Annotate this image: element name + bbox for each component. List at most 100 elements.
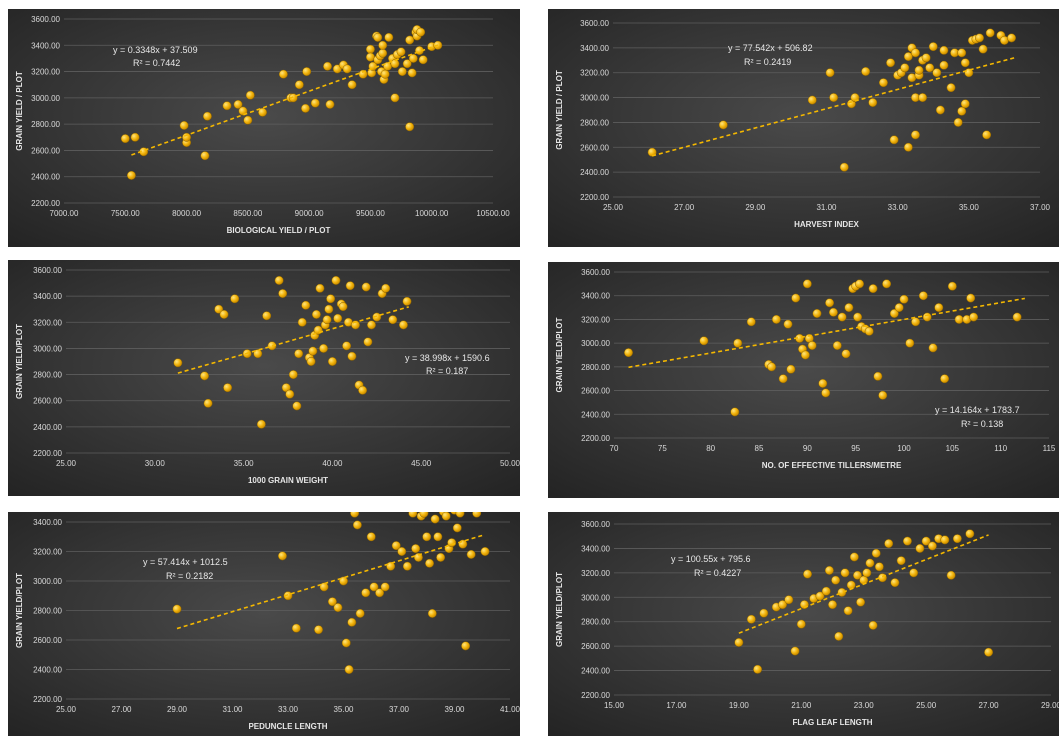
data-point	[864, 326, 874, 336]
data-point	[902, 536, 912, 546]
data-point	[873, 371, 883, 381]
data-point	[461, 641, 471, 651]
data-point	[365, 44, 375, 54]
data-point	[398, 320, 408, 330]
data-point	[452, 523, 462, 533]
scatter-chart: 2200.00 2400.00 2600.00 2800.00 3000.00 3200.…	[548, 512, 1059, 736]
data-point	[812, 309, 822, 318]
data-point	[821, 388, 831, 398]
data-point	[297, 317, 307, 327]
data-point	[350, 512, 360, 518]
trendline	[131, 44, 439, 156]
y-tick-label: 3000.00	[581, 339, 610, 348]
x-tick-label: 29.00	[745, 203, 766, 212]
scatter-chart: 2200.00 2400.00 2600.00 2800.00 3000.00 3200.…	[548, 9, 1059, 247]
data-point	[447, 538, 457, 548]
data-point	[367, 320, 376, 330]
x-tick-label: 35.00	[333, 705, 354, 714]
data-point	[928, 42, 938, 52]
data-point	[915, 543, 925, 553]
data-point	[361, 588, 371, 598]
data-point	[624, 348, 633, 358]
data-point	[342, 341, 352, 351]
y-tick-label: 2400.00	[581, 410, 610, 419]
data-point	[940, 535, 950, 545]
x-tick-label: 40.00	[322, 459, 343, 468]
data-point	[472, 512, 482, 518]
data-point	[200, 151, 210, 161]
data-point	[378, 40, 388, 50]
data-point	[844, 303, 854, 313]
data-point	[278, 289, 288, 298]
y-tick-label: 3200.00	[33, 318, 62, 327]
chart-background	[8, 512, 520, 736]
data-point	[397, 67, 407, 77]
data-point	[173, 358, 183, 368]
data-point	[829, 93, 839, 103]
data-point	[957, 48, 967, 58]
y-tick-label: 2400.00	[33, 666, 62, 675]
data-point	[411, 544, 421, 553]
x-axis-label: HARVEST INDEX	[794, 220, 859, 229]
data-point	[397, 547, 407, 556]
data-point	[865, 558, 875, 568]
y-tick-label: 2800.00	[33, 371, 62, 380]
data-point	[326, 294, 336, 304]
data-point	[900, 63, 910, 73]
x-axis-label: 1000 GRAIN WEIGHT	[248, 476, 328, 485]
data-point	[868, 620, 878, 630]
x-tick-label: 7500.00	[111, 209, 140, 218]
data-point	[283, 591, 293, 601]
y-tick-label: 2600.00	[33, 397, 62, 406]
data-point	[396, 47, 406, 57]
data-point	[402, 59, 412, 69]
data-point	[985, 28, 995, 38]
data-point	[355, 609, 365, 618]
data-point	[815, 591, 825, 601]
data-point	[358, 69, 368, 79]
x-tick-label: 25.00	[56, 459, 77, 468]
data-point	[790, 646, 800, 656]
chart-panel-1000-grain-weight: 2200.00 2400.00 2600.00 2800.00 3000.00 3200.…	[8, 260, 520, 496]
r-squared-label: R² = 0.4227	[694, 568, 741, 578]
data-point	[373, 32, 383, 42]
data-point	[219, 309, 229, 319]
y-tick-label: 2800.00	[580, 118, 609, 127]
y-tick-label: 2800.00	[33, 607, 62, 616]
data-point	[911, 48, 920, 58]
data-point	[407, 68, 417, 78]
data-point	[402, 296, 412, 306]
x-axis-label: PEDUNCLE LENGTH	[248, 722, 327, 731]
data-point	[311, 309, 321, 319]
data-point	[388, 315, 398, 325]
x-tick-label: 70	[610, 444, 619, 453]
data-point	[939, 60, 949, 70]
data-point	[480, 547, 490, 556]
data-point	[828, 600, 837, 610]
data-point	[203, 398, 213, 408]
data-point	[946, 570, 956, 580]
y-tick-label: 3400.00	[33, 292, 62, 301]
data-point	[903, 52, 913, 62]
data-point	[430, 514, 440, 524]
data-point	[807, 341, 817, 350]
x-tick-label: 39.00	[444, 705, 465, 714]
data-point	[345, 281, 355, 291]
data-point	[347, 617, 357, 627]
chart-panel-harvest-index: 2200.00 2400.00 2600.00 2800.00 3000.00 3200.…	[548, 9, 1059, 247]
data-point	[909, 568, 919, 578]
data-point	[825, 68, 835, 78]
data-point	[831, 575, 841, 585]
y-tick-label: 2600.00	[580, 143, 609, 152]
data-point	[699, 336, 709, 346]
data-point	[784, 595, 794, 605]
data-point	[925, 63, 935, 73]
x-tick-label: 7000.00	[50, 209, 79, 218]
data-point	[342, 64, 352, 74]
data-point	[179, 121, 189, 130]
y-tick-label: 2800.00	[581, 363, 610, 372]
y-tick-label: 3200.00	[581, 569, 610, 578]
data-point	[730, 407, 740, 417]
r-squared-label: R² = 0.187	[426, 366, 468, 376]
data-point	[425, 558, 434, 568]
